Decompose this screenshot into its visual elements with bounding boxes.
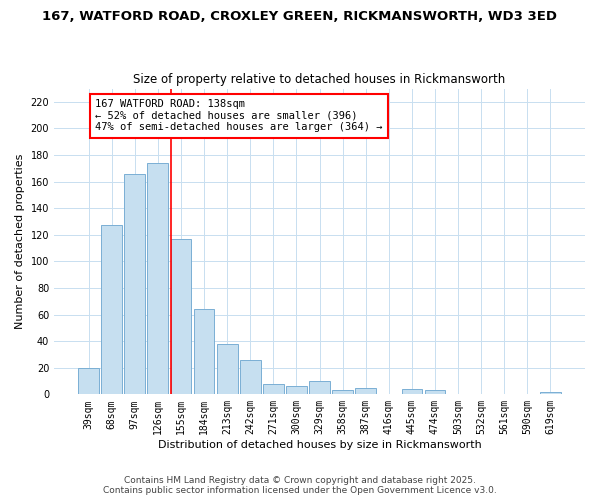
Bar [78, 368, 99, 394]
Bar [240, 360, 260, 394]
Y-axis label: Number of detached properties: Number of detached properties [15, 154, 25, 329]
Bar [425, 390, 445, 394]
Bar [355, 388, 376, 394]
Bar [263, 384, 284, 394]
Bar [170, 239, 191, 394]
Bar [101, 226, 122, 394]
X-axis label: Distribution of detached houses by size in Rickmansworth: Distribution of detached houses by size … [158, 440, 481, 450]
Bar [286, 386, 307, 394]
Bar [332, 390, 353, 394]
Bar [540, 392, 561, 394]
Bar [309, 381, 330, 394]
Text: Contains HM Land Registry data © Crown copyright and database right 2025.
Contai: Contains HM Land Registry data © Crown c… [103, 476, 497, 495]
Bar [148, 163, 168, 394]
Bar [217, 344, 238, 395]
Bar [194, 309, 214, 394]
Bar [124, 174, 145, 394]
Text: 167, WATFORD ROAD, CROXLEY GREEN, RICKMANSWORTH, WD3 3ED: 167, WATFORD ROAD, CROXLEY GREEN, RICKMA… [43, 10, 557, 23]
Bar [401, 389, 422, 394]
Text: 167 WATFORD ROAD: 138sqm
← 52% of detached houses are smaller (396)
47% of semi-: 167 WATFORD ROAD: 138sqm ← 52% of detach… [95, 99, 383, 132]
Title: Size of property relative to detached houses in Rickmansworth: Size of property relative to detached ho… [133, 73, 506, 86]
